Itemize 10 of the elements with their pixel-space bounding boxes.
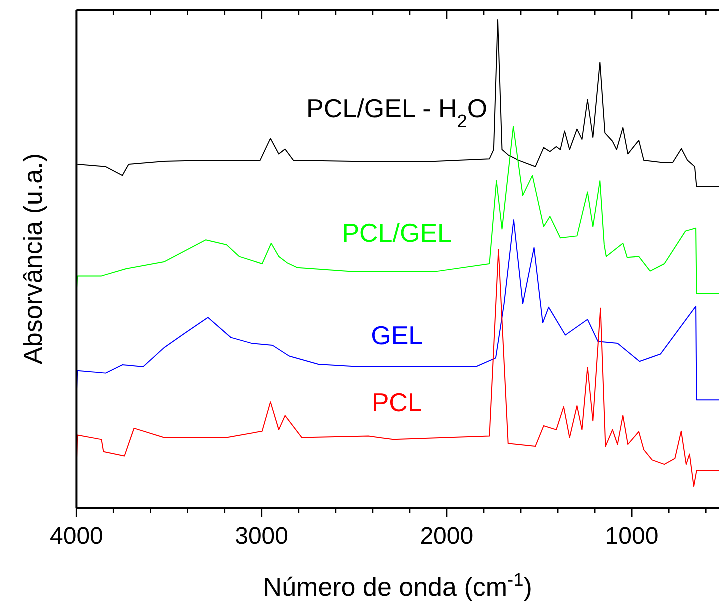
x-tick-label: 4000 [50,523,104,550]
series-label: PCL/GEL [342,218,452,248]
series-label: GEL [371,320,424,350]
x-axis-title: Número de onda (cm$^{-1}$) [263,570,532,602]
x-tick-label: 3000 [235,523,288,550]
x-tick-label: 2000 [420,523,474,550]
series-label: PCL [372,388,422,418]
series-label: PCL/GEL - H$_{2}$O [306,94,488,132]
x-tick-label: 1000 [605,523,659,550]
y-axis-title: Absorvância (u.a.) [18,154,48,364]
